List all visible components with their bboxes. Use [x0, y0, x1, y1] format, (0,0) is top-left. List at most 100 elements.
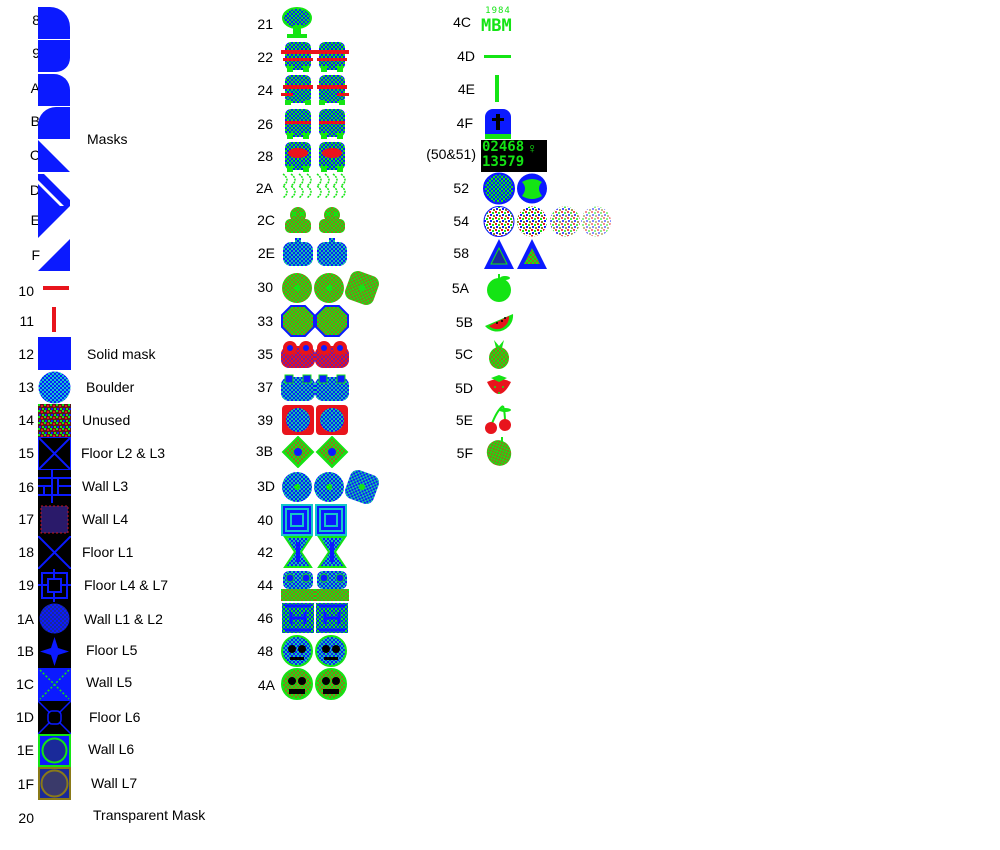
logo-text: MBM: [481, 16, 512, 36]
id-label: 33: [257, 313, 273, 329]
id-label: 1F: [17, 776, 34, 792]
wall-l7-label: Wall L7: [91, 775, 138, 791]
id-label: 28: [257, 148, 273, 164]
green-horizontal-bar: [484, 55, 511, 58]
id-label: 5A: [451, 280, 469, 296]
mask-tile-diagonal-d: [38, 174, 70, 206]
globe-sprite-pair: [483, 172, 549, 205]
mask-tile-diagonal-c: [38, 140, 70, 172]
solid-mask-label: Solid mask: [87, 346, 156, 362]
id-label: 3D: [257, 478, 275, 494]
id-label: 17: [18, 511, 34, 527]
id-label: 39: [257, 412, 273, 428]
id-label: 1D: [16, 709, 34, 725]
id-label: 3B: [255, 443, 273, 459]
floor-l1-tile: [38, 536, 71, 569]
creature-sprite-pair: [281, 107, 349, 139]
id-label: 30: [257, 279, 273, 295]
red-vertical-bar: [52, 307, 56, 332]
masks-label: Masks: [87, 131, 128, 147]
id-label: F: [31, 247, 40, 263]
tombstone-icon: [483, 107, 513, 139]
id-label: 20: [18, 810, 34, 826]
id-label: 37: [257, 379, 273, 395]
id-label: 4A: [257, 677, 275, 693]
floor-l6-tile: [38, 701, 71, 734]
id-label: 26: [257, 116, 273, 132]
teal-frog-sprite-pair: [281, 371, 349, 403]
wall-l3-tile: [38, 470, 71, 503]
id-label: D: [29, 182, 40, 198]
id-label: 5C: [455, 346, 473, 362]
id-label: 11: [19, 313, 34, 329]
mask-tile-triangle-f: [38, 239, 70, 271]
mushroom-sprite: [281, 7, 313, 39]
id-label: 10: [18, 283, 34, 299]
floor-l1-label: Floor L1: [82, 544, 134, 560]
watermelon-icon: [483, 306, 515, 338]
floor-l6-label: Floor L6: [89, 709, 141, 725]
olive-base-sprite-pair: [281, 569, 349, 601]
id-label: 4D: [457, 48, 475, 64]
id-label: 24: [257, 82, 273, 98]
teal-blob-sprite-trio: [281, 470, 379, 504]
wall-l4-label: Wall L4: [82, 511, 129, 527]
id-label: 19: [18, 577, 34, 593]
digit-font-tile: 02468 13579 ♀: [481, 140, 547, 172]
id-label: 52: [453, 180, 469, 196]
mask-tile-half-round: [38, 40, 70, 72]
green-vertical-bar: [495, 75, 499, 102]
id-label: 5E: [455, 412, 473, 428]
strawberry-icon: [483, 372, 515, 404]
creature-sprite-pair: [281, 73, 349, 105]
id-label: 44: [257, 577, 273, 593]
cherries-icon: [483, 404, 515, 436]
id-label: 21: [257, 16, 273, 32]
floor-l5-tile: [38, 635, 71, 668]
face-sprite-pair: [281, 635, 349, 667]
floor-l4-l7-label: Floor L4 & L7: [84, 577, 169, 593]
red-framed-sprite-pair: [281, 404, 349, 436]
mask-tile-quarter-round: [38, 7, 70, 39]
wall-l6-label: Wall L6: [88, 741, 135, 757]
id-label: 2A: [255, 180, 273, 196]
pyramid-sprite-pair: [483, 238, 549, 271]
solid-mask-tile: [38, 337, 71, 370]
id-label: 12: [18, 346, 34, 362]
id-label: 16: [18, 479, 34, 495]
boulder-label: Boulder: [86, 379, 135, 395]
id-label: 5F: [456, 445, 473, 461]
mbm-logo: 1984 MBM: [481, 6, 515, 40]
id-label: 8: [32, 12, 40, 28]
concentric-square-sprite-pair: [281, 504, 349, 536]
id-label: (50&51): [426, 146, 476, 162]
unused-tile: [38, 404, 71, 437]
wall-l4-tile: [38, 503, 71, 536]
id-label: 4F: [456, 115, 473, 131]
mask-tile-triangle-e: [38, 206, 70, 238]
id-label: 4E: [457, 81, 475, 97]
wall-l3-label: Wall L3: [82, 478, 129, 494]
id-label: 58: [453, 245, 469, 261]
floor-l5-label: Floor L5: [86, 642, 138, 658]
skull-sprite-pair: [281, 668, 349, 700]
id-label: 40: [257, 512, 273, 528]
red-horizontal-bar: [43, 286, 69, 290]
id-label: 1E: [16, 742, 34, 758]
id-label: 2E: [257, 245, 275, 261]
id-label: 1B: [16, 643, 34, 659]
transparent-mask-label: Transparent Mask: [93, 807, 206, 823]
id-label: 42: [257, 544, 273, 560]
mask-tile-curve-a: [38, 74, 70, 106]
explosion-sprite-strip: [483, 205, 613, 238]
wall-l5-tile: [38, 668, 71, 701]
id-label: 35: [257, 346, 273, 362]
id-label: 46: [257, 610, 273, 626]
stick-figure-icon: ♀: [527, 140, 538, 156]
teal-creature-sprite-pair: [281, 238, 349, 270]
wall-l1-l2-label: Wall L1 & L2: [84, 611, 163, 627]
id-label: 22: [257, 49, 273, 65]
logo-year: 1984: [485, 6, 511, 16]
digits-row-odd: 13579: [482, 154, 525, 170]
id-label: 1C: [16, 676, 34, 692]
